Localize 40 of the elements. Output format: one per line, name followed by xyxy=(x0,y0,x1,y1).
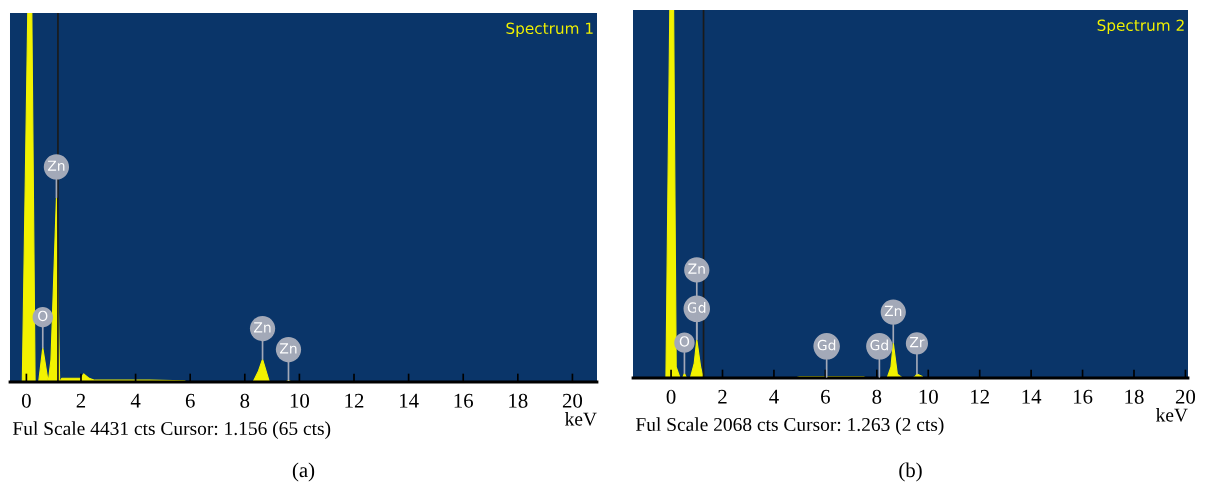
text: Spectrum 2 xyxy=(1097,19,1184,34)
x-tick-label: 0 xyxy=(666,389,676,404)
x-tick-label: 10 xyxy=(919,389,938,404)
x-tick-label: 0 xyxy=(21,393,31,408)
x-tick-label: 18 xyxy=(509,393,528,408)
x-tick-label: 12 xyxy=(971,389,989,404)
text: (a) xyxy=(292,462,315,482)
x-axis-title: keV xyxy=(564,412,597,426)
annotation: O xyxy=(679,336,690,347)
x-tick-label: 16 xyxy=(454,393,474,408)
x-tick-label: 20 xyxy=(1175,389,1196,404)
x-tick-label: 12 xyxy=(345,393,364,408)
x-tick-label: 8 xyxy=(240,393,250,408)
x-tick-label: 2 xyxy=(718,389,727,404)
annotation: Zn xyxy=(884,305,902,316)
annotation: Zn xyxy=(688,263,705,274)
x-tick-label: 4 xyxy=(769,389,779,404)
x-tick-label: 14 xyxy=(1022,389,1042,404)
x-tick-label: 14 xyxy=(400,393,419,408)
x-tick-label: 16 xyxy=(1073,389,1093,404)
annotation: Zn xyxy=(254,322,271,333)
annotation: Gd xyxy=(817,339,836,351)
annotation: Zn xyxy=(47,160,65,171)
annotation: Zn xyxy=(279,343,297,354)
x-axis-title: keV xyxy=(1155,408,1188,422)
text: Spectrum 1 xyxy=(506,22,593,38)
x-tick-label: 4 xyxy=(130,393,141,408)
x-tick-label: 10 xyxy=(290,393,310,408)
text: (b) xyxy=(899,462,922,482)
x-tick-label: 8 xyxy=(872,389,882,404)
x-tick-label: 2 xyxy=(76,393,86,408)
x-tick-label: 6 xyxy=(185,393,195,408)
annotation: Zr xyxy=(909,337,925,348)
x-tick-label: 20 xyxy=(562,393,583,408)
text: Ful Scale 4431 cts Cursor: 1.156 (65 cts) xyxy=(12,421,331,439)
x-tick-label: 18 xyxy=(1125,389,1144,404)
annotation: Gd xyxy=(870,339,888,351)
annotation: O xyxy=(38,310,48,322)
text: Ful Scale 2068 cts Cursor: 1.263 (2 cts) xyxy=(635,417,944,435)
x-tick-label: 6 xyxy=(821,389,830,404)
